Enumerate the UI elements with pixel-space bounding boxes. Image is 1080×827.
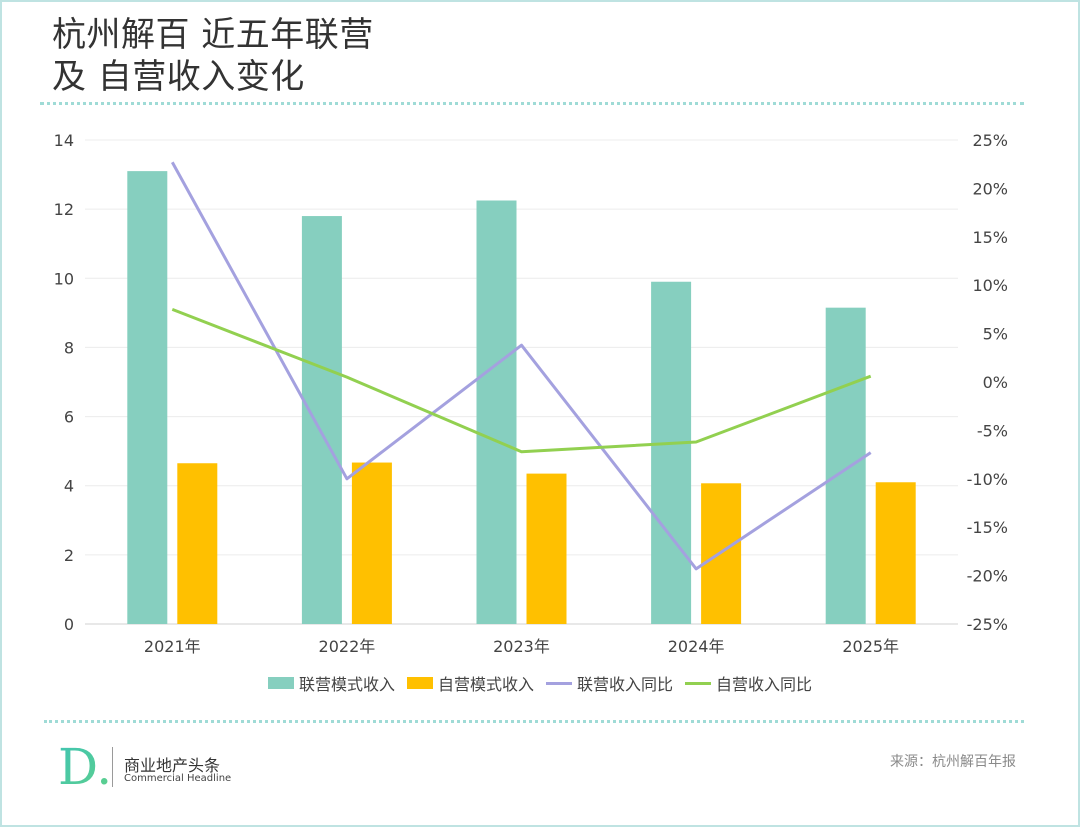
left-axis-tick-label: 8	[64, 338, 74, 357]
source-note: 来源：杭州解百年报	[890, 754, 1016, 770]
right-axis-tick-label: -15%	[967, 518, 1008, 537]
right-axis-tick-label: 20%	[972, 179, 1008, 198]
right-axis-tick-label: -10%	[967, 470, 1008, 489]
bar-ziying-revenue	[875, 482, 916, 624]
logo-divider	[112, 747, 113, 787]
left-axis-tick-label: 10	[54, 269, 74, 288]
grid-lines	[85, 139, 958, 625]
left-axis-tick-label: 14	[54, 131, 74, 150]
right-axis-tick-label: 10%	[972, 276, 1008, 295]
title-line-2: 及 自营收入变化	[52, 57, 305, 97]
x-axis-ticks: 2021年 2022年 2023年 2024年 2025年	[144, 637, 899, 656]
line-lianying-yoy	[170, 161, 872, 571]
brand-name-en: Commercial Headline	[124, 773, 232, 784]
left-axis-ticks: 0 2 4 6 8 10 12 14	[54, 131, 74, 634]
legend-label: 自营收入同比	[716, 675, 813, 694]
left-axis-tick-label: 4	[64, 477, 74, 496]
brand-logo-icon: D.	[58, 740, 110, 790]
bar-lianying-revenue	[651, 281, 692, 624]
chart-title: 杭州解百 近五年联营 及 自营收入变化	[52, 14, 374, 98]
legend-label: 联营收入同比	[577, 675, 674, 694]
x-axis-tick-label: 2022年	[319, 637, 376, 656]
left-axis-tick-label: 0	[64, 615, 74, 634]
bar-lianying-revenue	[476, 200, 517, 624]
right-axis-tick-label: -20%	[967, 567, 1008, 586]
bar-lianying-revenue	[825, 307, 866, 624]
bar-ziying-revenue	[177, 463, 218, 624]
left-axis-tick-label: 12	[54, 200, 74, 219]
right-axis-tick-label: 15%	[972, 228, 1008, 247]
line-series	[170, 161, 872, 571]
right-axis-tick-label: 0%	[983, 373, 1008, 392]
right-axis-tick-label: -25%	[967, 615, 1008, 634]
legend-swatch	[406, 677, 433, 689]
line-ziying-yoy	[171, 308, 872, 454]
right-axis-ticks: -25% -20% -15% -10% -5% 0% 5% 10% 15% 20% 25%	[967, 131, 1008, 634]
legend-swatch	[685, 681, 712, 685]
right-axis-tick-label: 5%	[983, 325, 1008, 344]
brand-name-cn: 商业地产头条	[124, 756, 221, 775]
x-axis-tick-label: 2021年	[144, 637, 201, 656]
left-axis-tick-label: 6	[64, 408, 74, 427]
right-axis-tick-label: -5%	[977, 421, 1008, 440]
legend-item-ziying-yoy: 自营收入同比	[685, 671, 812, 695]
combo-chart: 0 2 4 6 8 10 12 14 -25% -20% -15% -10% -5% 0% 5% 10% 15…	[54, 131, 1008, 656]
left-axis-tick-label: 2	[64, 546, 74, 565]
chart-legend: 联营模式收入 自营模式收入 联营收入同比 自营收入同比	[0, 671, 1080, 695]
svg-text:D.: D.	[58, 740, 110, 790]
legend-item-lianying-revenue: 联营模式收入	[267, 671, 395, 695]
title-line-1: 杭州解百 近五年联营	[52, 15, 374, 55]
x-axis-tick-label: 2023年	[493, 637, 550, 656]
bar-ziying-revenue	[351, 462, 392, 624]
bar-ziying-revenue	[526, 473, 567, 624]
legend-label: 自营模式收入	[437, 675, 534, 694]
right-axis-tick-label: 25%	[972, 131, 1008, 150]
bar-series	[127, 171, 916, 625]
legend-item-lianying-yoy: 联营收入同比	[546, 671, 673, 695]
footer-divider	[44, 720, 1024, 723]
legend-item-ziying-revenue: 自营模式收入	[406, 671, 534, 695]
title-divider	[40, 102, 1024, 105]
x-axis-tick-label: 2024年	[668, 637, 725, 656]
legend-swatch	[546, 681, 572, 685]
bar-lianying-revenue	[127, 171, 168, 624]
legend-label: 联营模式收入	[298, 675, 395, 694]
legend-swatch	[267, 677, 294, 689]
x-axis-tick-label: 2025年	[842, 637, 899, 656]
bar-lianying-revenue	[301, 216, 342, 625]
